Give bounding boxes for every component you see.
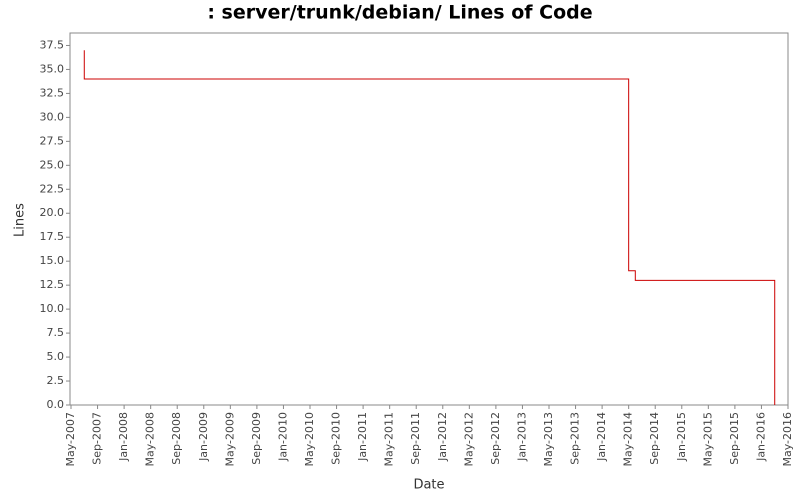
x-tick-label: May-2014 — [622, 412, 635, 467]
x-tick-label: Sep-2014 — [648, 412, 661, 465]
y-axis-label: Lines — [13, 203, 28, 237]
plot-area — [69, 32, 789, 406]
y-tick-label: 2.5 — [47, 374, 65, 387]
x-tick-label: May-2016 — [781, 412, 794, 467]
x-tick-label: May-2013 — [542, 412, 555, 467]
x-tick-label: Sep-2013 — [569, 412, 582, 465]
x-axis-label: Date — [413, 478, 444, 493]
y-tick-label: 0.0 — [47, 398, 65, 411]
x-tick-label: May-2015 — [701, 412, 714, 467]
chart-title: : server/trunk/debian/ Lines of Code — [207, 2, 592, 24]
x-tick-label: Sep-2015 — [728, 412, 741, 465]
x-tick-label: May-2010 — [303, 412, 316, 467]
x-tick-label: Sep-2008 — [170, 412, 183, 465]
x-tick-label: Jan-2009 — [197, 412, 210, 462]
x-tick-label: Jan-2015 — [675, 412, 688, 462]
x-tick-label: Sep-2012 — [489, 412, 502, 465]
y-tick-label: 35.0 — [40, 62, 65, 75]
y-tick-label: 37.5 — [40, 38, 65, 51]
y-tick-label: 20.0 — [40, 206, 65, 219]
y-tick-label: 25.0 — [40, 158, 65, 171]
x-tick-label: Jan-2010 — [276, 412, 289, 462]
x-tick-label: Jan-2011 — [356, 412, 369, 462]
x-tick-label: May-2012 — [462, 412, 475, 467]
x-tick-label: Jan-2014 — [595, 412, 608, 462]
y-tick-label: 12.5 — [40, 278, 65, 291]
x-tick-label: Sep-2009 — [250, 412, 263, 465]
y-tick-label: 15.0 — [40, 254, 65, 267]
x-tick-label: Jan-2013 — [515, 412, 528, 462]
x-tick-label: Jan-2012 — [436, 412, 449, 462]
x-tick-label: Sep-2011 — [409, 412, 422, 465]
y-tick-label: 22.5 — [40, 182, 65, 195]
y-tick-label: 7.5 — [47, 326, 65, 339]
x-tick-label: Jan-2016 — [754, 412, 767, 462]
x-tick-label: May-2011 — [383, 412, 396, 467]
x-tick-label: May-2007 — [64, 412, 77, 467]
x-tick-label: Sep-2007 — [91, 412, 104, 465]
data-line — [83, 50, 776, 405]
x-tick-label: May-2008 — [144, 412, 157, 467]
y-tick-label: 10.0 — [40, 302, 65, 315]
y-tick-label: 32.5 — [40, 86, 65, 99]
y-tick-label: 5.0 — [47, 350, 65, 363]
x-tick-label: May-2009 — [223, 412, 236, 467]
y-tick-label: 17.5 — [40, 230, 65, 243]
x-tick-label: Jan-2008 — [117, 412, 130, 462]
x-tick-label: Sep-2010 — [330, 412, 343, 465]
y-tick-label: 27.5 — [40, 134, 65, 147]
y-tick-label: 30.0 — [40, 110, 65, 123]
